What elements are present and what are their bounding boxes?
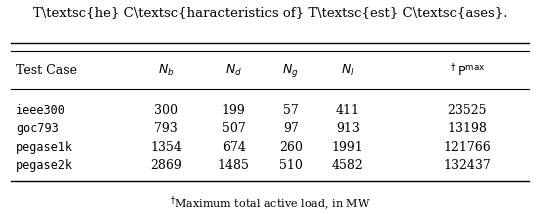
Text: $N_b$: $N_b$ — [158, 63, 174, 78]
Text: $^{\dagger}$Maximum total active load, in MW: $^{\dagger}$Maximum total active load, i… — [170, 195, 370, 213]
Text: T\textsc{he} C\textsc{haracteristics of} T\textsc{est} C\textsc{ases}.: T\textsc{he} C\textsc{haracteristics of}… — [33, 6, 507, 19]
Text: 1991: 1991 — [332, 141, 363, 154]
Text: $N_g$: $N_g$ — [282, 62, 299, 79]
Text: pegase1k: pegase1k — [16, 141, 73, 154]
Text: 510: 510 — [279, 159, 303, 172]
Text: 411: 411 — [336, 104, 360, 117]
Text: 507: 507 — [222, 122, 246, 135]
Text: 2869: 2869 — [151, 159, 182, 172]
Text: 132437: 132437 — [443, 159, 491, 172]
Text: pegase2k: pegase2k — [16, 159, 73, 172]
Text: Test Case: Test Case — [16, 64, 77, 77]
Text: 97: 97 — [283, 122, 299, 135]
Text: 300: 300 — [154, 104, 178, 117]
Text: 793: 793 — [154, 122, 178, 135]
Text: 121766: 121766 — [443, 141, 491, 154]
Text: 1354: 1354 — [150, 141, 183, 154]
Text: 57: 57 — [283, 104, 299, 117]
Text: ieee300: ieee300 — [16, 104, 66, 117]
Text: $N_l$: $N_l$ — [341, 63, 355, 78]
Text: 913: 913 — [336, 122, 360, 135]
Text: $N_d$: $N_d$ — [225, 63, 242, 78]
Text: 13198: 13198 — [447, 122, 487, 135]
Text: 199: 199 — [222, 104, 246, 117]
Text: 260: 260 — [279, 141, 303, 154]
Text: goc793: goc793 — [16, 122, 59, 135]
Text: 1485: 1485 — [218, 159, 249, 172]
Text: 4582: 4582 — [332, 159, 363, 172]
Text: 674: 674 — [222, 141, 246, 154]
Text: $^\dagger\mathrm{P}^{\mathrm{max}}$: $^\dagger\mathrm{P}^{\mathrm{max}}$ — [449, 62, 485, 79]
Text: 23525: 23525 — [447, 104, 487, 117]
